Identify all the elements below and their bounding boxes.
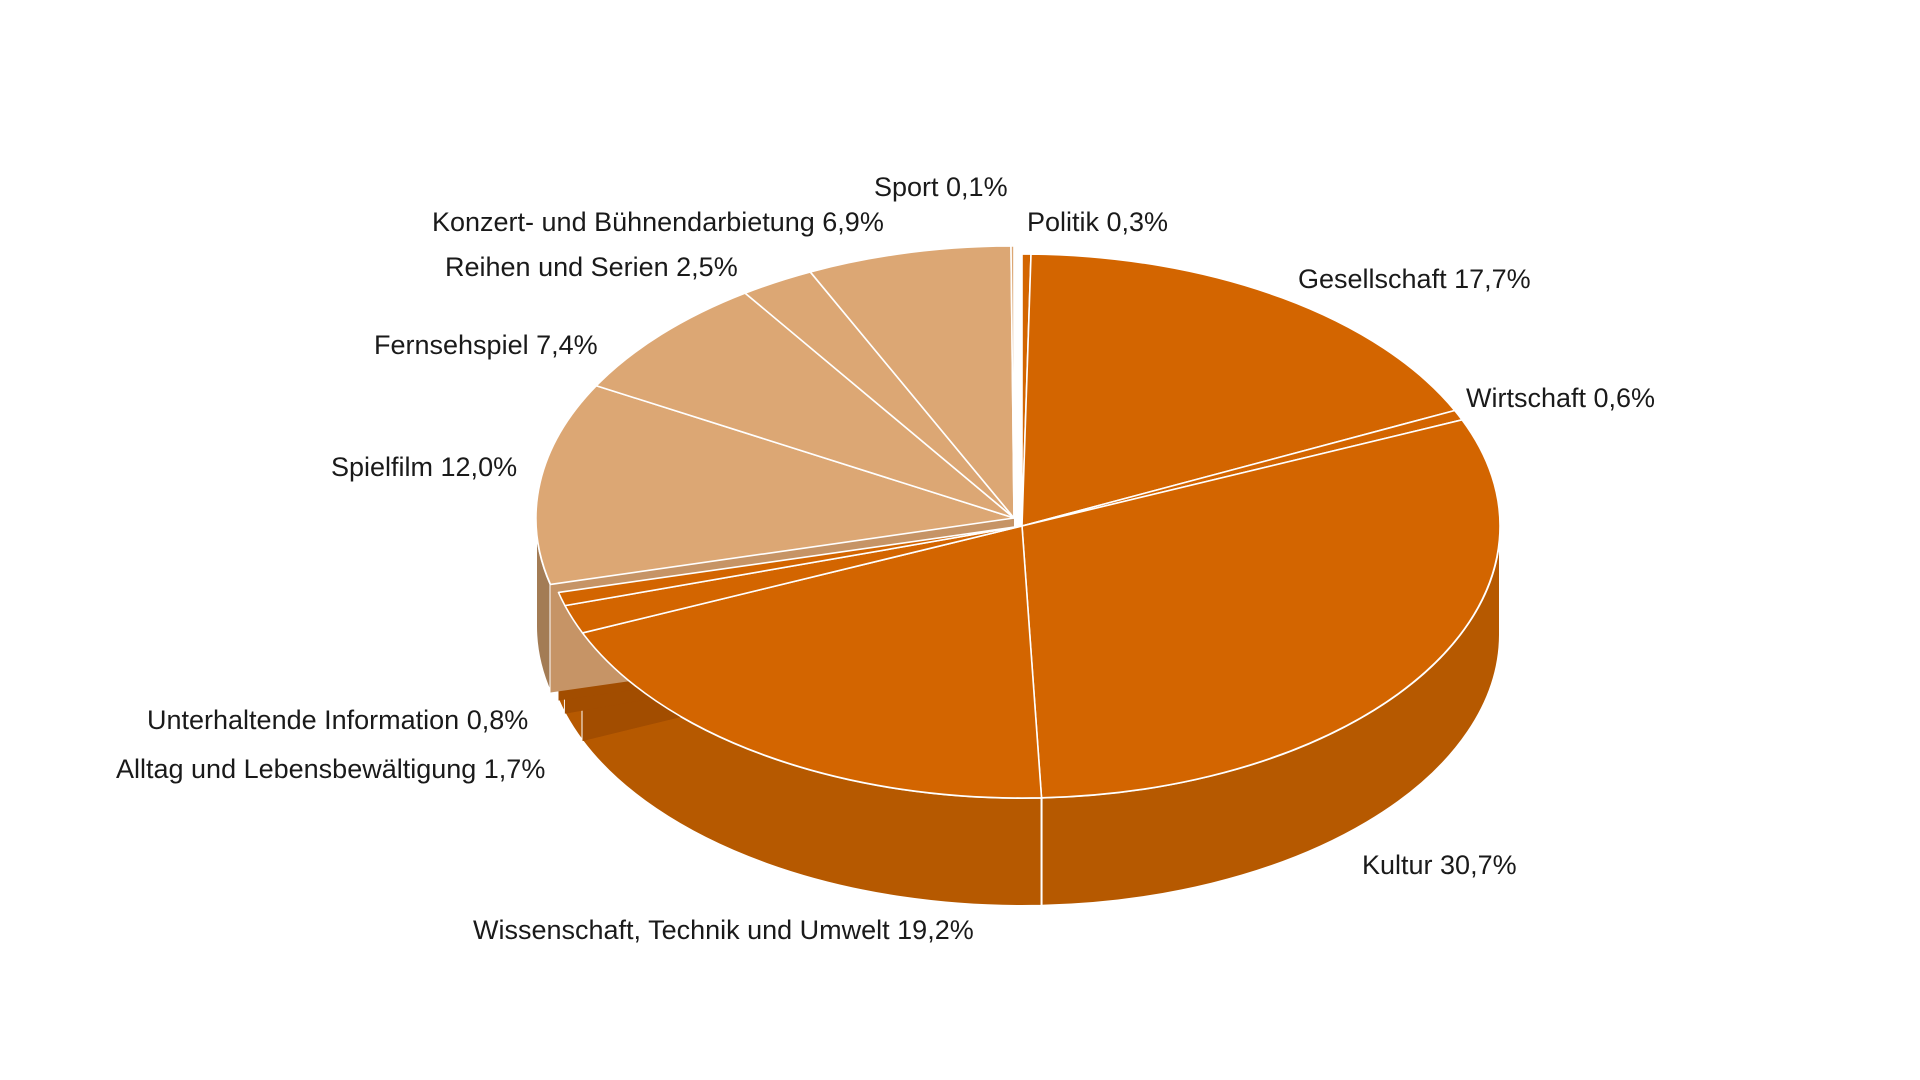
label-konzert: Konzert- und Bühnendarbietung 6,9% <box>432 207 884 237</box>
pie-top-faces <box>535 245 1501 799</box>
slice-sport <box>1010 245 1015 519</box>
slice-fernsehspiel <box>595 292 1015 519</box>
label-alltag: Alltag und Lebensbewältigung 1,7% <box>116 754 546 784</box>
label-wirtschaft: Wirtschaft 0,6% <box>1466 383 1656 413</box>
label-reihen: Reihen und Serien 2,5% <box>445 252 738 282</box>
label-fernsehspiel: Fernsehspiel 7,4% <box>374 330 598 360</box>
label-unterhaltende: Unterhaltende Information 0,8% <box>147 705 529 735</box>
slice-konzert-und-bühnendarbietung <box>809 245 1015 519</box>
label-politik: Politik 0,3% <box>1027 207 1169 237</box>
slice-wissenschaft-technik-und-umwelt <box>581 525 1043 799</box>
slice-gesellschaft <box>1021 253 1456 527</box>
label-spielfilm: Spielfilm 12,0% <box>331 452 518 482</box>
label-wissenschaft: Wissenschaft, Technik und Umwelt 19,2% <box>473 915 974 945</box>
slice-unterhaltende-information <box>557 525 1023 607</box>
label-sport: Sport 0,1% <box>874 172 1008 202</box>
label-kultur: Kultur 30,7% <box>1362 850 1517 880</box>
label-gesellschaft: Gesellschaft 17,7% <box>1298 264 1531 294</box>
slice-kultur <box>1021 419 1501 799</box>
slice-spielfilm <box>535 384 1015 586</box>
